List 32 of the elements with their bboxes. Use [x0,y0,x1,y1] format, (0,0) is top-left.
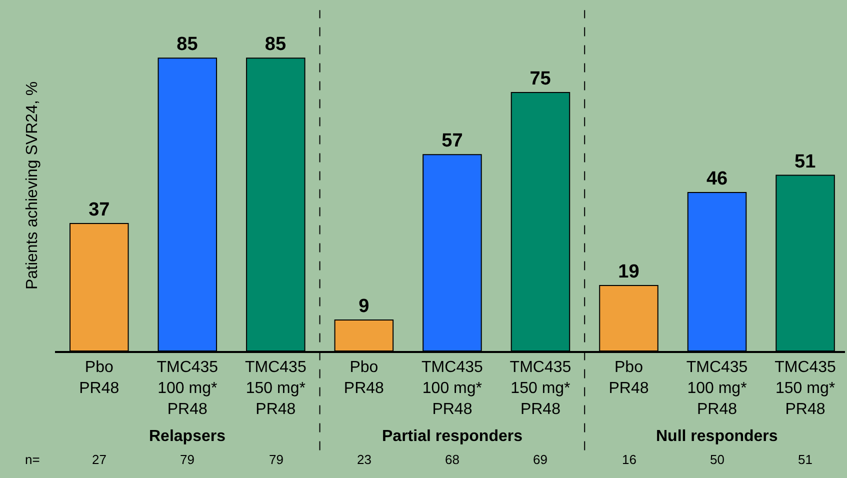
data-label: 37 [88,199,110,220]
x-tick-label: TMC435 100 mg* PR48 [686,359,748,418]
x-tick-label: TMC435 100 mg* PR48 [422,359,483,418]
text: 51 [798,452,812,467]
data-label: 51 [794,151,816,172]
text: Partial responders [382,428,523,445]
y-axis-title: Patients achieving SVR24, % [24,81,41,290]
x-tick-label: TMC435 150 mg* PR48 [510,359,572,418]
x-tick-label: TMC435 150 mg* PR48 [244,359,306,418]
text: 79 [180,452,194,467]
text: 69 [533,452,548,467]
data-label: 75 [530,68,552,90]
text: 27 [92,452,106,467]
data-label: 85 [176,34,198,56]
x-tick-label: TMC435 150 mg* PR48 [774,359,836,418]
x-tick-label: TMC435 100 mg* PR48 [156,359,218,418]
text: Relapsers [149,428,226,445]
x-tick-label: Pbo PR48 [608,359,649,397]
data-label: 9 [358,296,370,317]
x-tick-label: Pbo PR48 [344,359,384,397]
text: Null responders [656,428,778,445]
text: n= [25,452,40,467]
text: 79 [269,452,284,467]
data-label: 19 [618,262,640,283]
text: 16 [622,452,636,467]
text: 50 [710,452,724,467]
x-tick-label: Pbo PR48 [79,359,120,397]
text: 68 [445,452,460,467]
data-label: 57 [442,130,463,152]
data-label: 85 [264,34,286,56]
text: 23 [357,452,372,467]
data-label: 46 [706,168,728,190]
